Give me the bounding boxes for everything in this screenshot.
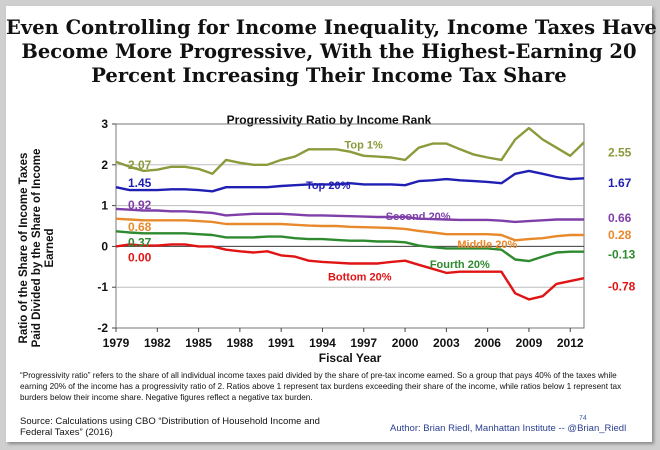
series-line xyxy=(115,217,584,242)
series-name-label: Middle 20% xyxy=(457,239,517,251)
plot-frame xyxy=(115,123,585,329)
y-tick-label: 2 xyxy=(101,158,108,172)
series-end-value: -0.78 xyxy=(608,279,636,293)
y-tick-label: -1 xyxy=(97,280,108,294)
title-line-2: Become More Progressive, With the Highes… xyxy=(21,40,637,63)
slide-title: Even Controlling for Income Inequality, … xyxy=(6,16,657,88)
x-tick-label: 2003 xyxy=(433,336,460,350)
x-axis-label: Fiscal Year xyxy=(319,351,382,365)
series-end-value: 1.67 xyxy=(608,176,632,190)
x-tick-label: 2000 xyxy=(392,336,419,350)
slide: Even Controlling for Income Inequality, … xyxy=(6,6,657,442)
series-name-label: Top 1% xyxy=(344,139,383,151)
x-tick-label: 1988 xyxy=(227,336,254,350)
x-tick-label: 2006 xyxy=(474,336,501,350)
x-tick-label: 2012 xyxy=(557,336,584,350)
series-start-value: 2.07 xyxy=(128,158,152,172)
series-start-value: 0.00 xyxy=(128,250,152,264)
series-name-label: Fourth 20% xyxy=(430,259,490,271)
x-tick-label: 1997 xyxy=(350,336,377,350)
x-tick-label: 1991 xyxy=(268,336,295,350)
series-line xyxy=(115,169,585,193)
series-start-value: 0.68 xyxy=(128,220,152,234)
series-line xyxy=(115,126,585,176)
series-end-value: 0.66 xyxy=(608,211,632,225)
y-tick-label: 3 xyxy=(101,117,108,131)
series-end-value: 2.55 xyxy=(608,146,632,160)
series-end-value: 0.28 xyxy=(608,228,632,242)
x-tick-label: 1994 xyxy=(309,336,336,350)
page-number: 74 xyxy=(579,415,587,422)
series-start-value: 0.37 xyxy=(128,235,152,249)
x-tick-label: 2009 xyxy=(516,336,543,350)
series-end-value: -0.13 xyxy=(608,248,636,262)
series-line xyxy=(115,230,584,263)
x-tick-label: 1985 xyxy=(185,336,212,350)
progressivity-chart: -2 -1 0 1 2 3 1979 1982 1985 1988 1991 1994 1997 2000… xyxy=(97,117,636,365)
y-tick-label: 1 xyxy=(101,199,108,213)
x-tick-label: 1982 xyxy=(144,336,171,350)
series-start-value: 0.92 xyxy=(128,198,152,212)
series-name-label: Top 20% xyxy=(306,180,351,192)
series-line xyxy=(115,207,584,224)
title-line-1: Even Controlling for Income Inequality, … xyxy=(6,16,657,39)
author-credit: Author: Brian Riedl, Manhattan Institute… xyxy=(390,423,627,434)
series-name-label: Bottom 20% xyxy=(328,272,392,284)
title-line-3: Percent Increasing Their Income Tax Shar… xyxy=(91,64,567,87)
footnote: “Progressivity ratio” refers to the shar… xyxy=(20,371,622,402)
series-name-label: Second 20% xyxy=(386,211,451,223)
series-line xyxy=(115,243,585,301)
source-note: Source: Calculations using CBO “Distribu… xyxy=(20,416,320,438)
y-tick-label: -2 xyxy=(97,321,108,335)
series-start-value: 1.45 xyxy=(128,176,152,190)
x-tick-label: 1979 xyxy=(103,336,130,350)
y-tick-label: 0 xyxy=(101,239,108,253)
